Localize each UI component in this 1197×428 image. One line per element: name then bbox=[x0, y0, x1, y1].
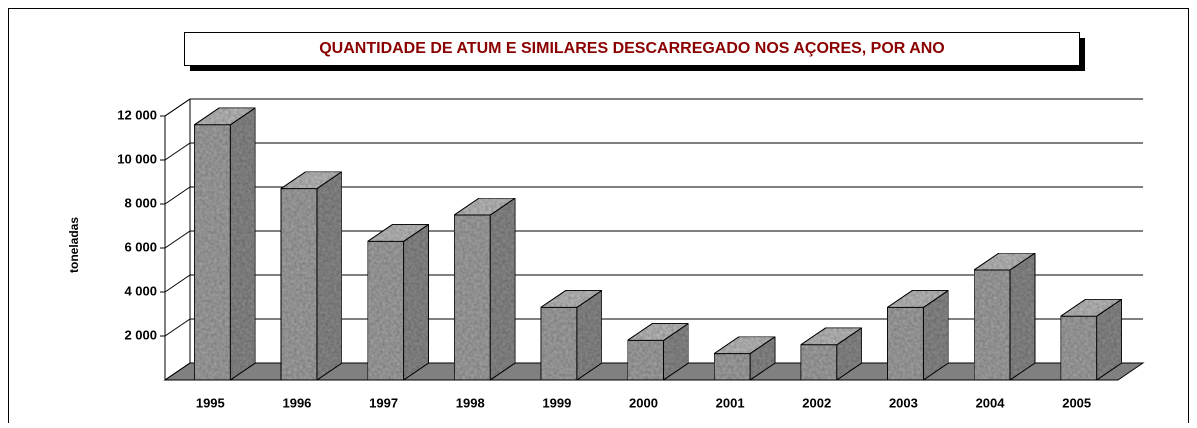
chart-title: QUANTIDADE DE ATUM E SIMILARES DESCARREG… bbox=[319, 40, 945, 57]
bar bbox=[799, 326, 864, 381]
bar bbox=[625, 322, 691, 381]
y-tick-label: 6 000 bbox=[124, 239, 157, 254]
bar-front bbox=[540, 306, 578, 381]
bar-top bbox=[799, 327, 864, 346]
bar-top bbox=[625, 322, 691, 341]
bar-top bbox=[539, 289, 604, 308]
bar bbox=[192, 106, 257, 381]
bar-top bbox=[452, 197, 517, 216]
bar-side bbox=[489, 197, 516, 381]
bar bbox=[1059, 298, 1124, 381]
y-tick-label: 8 000 bbox=[124, 195, 157, 210]
bar-front bbox=[886, 306, 924, 381]
x-tick-label: 1999 bbox=[542, 395, 571, 410]
grid-line bbox=[164, 98, 191, 117]
x-tick-label: 1998 bbox=[456, 395, 485, 410]
x-tick-label: 1996 bbox=[282, 395, 311, 410]
y-tick-label: 12 000 bbox=[117, 107, 157, 122]
bar-side bbox=[1009, 252, 1036, 381]
y-tick-label: 10 000 bbox=[117, 151, 157, 166]
x-tick-label: 2000 bbox=[629, 395, 658, 410]
x-tick-label: 2005 bbox=[1062, 395, 1091, 410]
grid-line bbox=[164, 274, 191, 293]
bar bbox=[452, 197, 517, 381]
frame bbox=[8, 8, 1189, 428]
bar-front bbox=[627, 339, 664, 381]
bar bbox=[279, 170, 344, 381]
y-tick-label: 4 000 bbox=[124, 283, 157, 298]
bar bbox=[712, 335, 777, 381]
wall-edge bbox=[164, 362, 191, 381]
bar-front bbox=[1060, 315, 1098, 381]
bar-front bbox=[280, 188, 318, 381]
x-tick-label: 2002 bbox=[802, 395, 831, 410]
bar-top bbox=[885, 289, 951, 308]
y-tick-label: 2 000 bbox=[124, 327, 157, 342]
title-box bbox=[184, 32, 1080, 66]
grid-line bbox=[164, 230, 191, 249]
bar-front bbox=[713, 353, 751, 381]
bar-side bbox=[403, 223, 430, 381]
bar bbox=[885, 289, 951, 381]
grid-line bbox=[164, 186, 191, 205]
bar-side bbox=[229, 106, 256, 381]
x-tick-label: 2004 bbox=[976, 395, 1006, 410]
bar-front bbox=[973, 269, 1011, 381]
bar-front bbox=[367, 240, 405, 381]
bar-top bbox=[1059, 298, 1124, 317]
x-tick-label: 2003 bbox=[889, 395, 918, 410]
bar-front bbox=[453, 214, 491, 381]
bar-side bbox=[316, 170, 343, 381]
bar-top bbox=[279, 171, 344, 190]
bar-front bbox=[800, 344, 838, 381]
grid-line bbox=[164, 142, 191, 161]
x-tick-label: 1995 bbox=[196, 395, 225, 410]
bar-top bbox=[712, 336, 777, 355]
x-tick-label: 2001 bbox=[716, 395, 745, 410]
y-axis-label: toneladas bbox=[67, 217, 81, 273]
bar-top bbox=[365, 223, 431, 242]
grid-line bbox=[164, 318, 191, 337]
bar bbox=[539, 289, 604, 381]
bar bbox=[365, 223, 431, 381]
bar bbox=[972, 252, 1037, 381]
x-tick-label: 1997 bbox=[369, 395, 398, 410]
bar-top bbox=[192, 107, 257, 126]
bar-front bbox=[193, 124, 231, 381]
bar-top bbox=[972, 252, 1037, 271]
